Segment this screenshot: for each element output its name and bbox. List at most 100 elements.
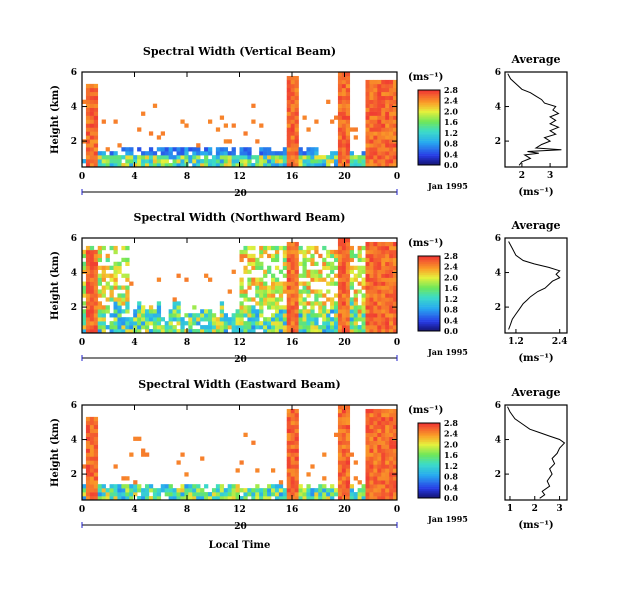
heatmap-cell (267, 163, 272, 168)
heatmap-cell (113, 265, 118, 270)
heatmap-cell (93, 452, 99, 457)
colorbar-tick-label: 2.8 (444, 418, 458, 428)
heatmap-cell (373, 241, 378, 247)
heatmap-cell (385, 87, 390, 93)
heatmap-cell (361, 265, 366, 270)
heatmap-cell (85, 492, 91, 497)
heatmap-cell (302, 305, 307, 310)
heatmap-cell (345, 313, 351, 318)
heatmap-cell (334, 301, 339, 306)
heatmap-cell (330, 119, 335, 124)
heatmap-cell (148, 163, 154, 168)
heatmap-cell (168, 325, 173, 330)
heatmap-cell (377, 257, 382, 263)
heatmap-cell (393, 103, 398, 108)
heatmap-cell (314, 261, 319, 267)
heatmap-cell (361, 281, 366, 286)
heatmap-cell (389, 257, 394, 263)
colorbar-swatch (418, 157, 440, 160)
heatmap-cell (357, 289, 362, 294)
heatmap-cell (385, 143, 390, 148)
heatmap-cell (314, 277, 319, 282)
heatmap-cell (239, 317, 244, 322)
heatmap-cell (377, 424, 382, 430)
heatmap-cell (93, 488, 99, 493)
heatmap-cell (341, 313, 347, 318)
heatmap-cell (381, 313, 386, 318)
heatmap-cell (113, 269, 118, 274)
heatmap-cell (196, 313, 201, 318)
heatmap-cell (129, 159, 134, 164)
heatmap-cell (243, 313, 248, 318)
heatmap-cell (274, 297, 280, 302)
heatmap-cell (117, 321, 122, 326)
heatmap-cell (235, 484, 240, 489)
heatmap-cell (141, 111, 146, 116)
heatmap-cell (89, 424, 95, 430)
heatmap-cell (345, 119, 351, 124)
colorbar-swatch (418, 492, 440, 495)
heatmap-cell (274, 484, 280, 489)
heatmap-cell (129, 488, 134, 493)
heatmap-cell (101, 492, 106, 497)
heatmap-cell (93, 416, 99, 422)
heatmap-cell (85, 155, 91, 160)
heatmap-cell (282, 249, 288, 255)
colorbar-swatch (418, 256, 440, 259)
heatmap-cell (211, 163, 217, 168)
heatmap-cell (306, 245, 311, 251)
heatmap-cell (393, 289, 398, 294)
heatmap-cell (227, 325, 232, 330)
heatmap-cell (341, 119, 347, 124)
heatmap-cell (290, 313, 295, 318)
heatmap-cell (219, 329, 225, 334)
heatmap-cell (109, 265, 114, 270)
heatmap-cell (341, 476, 347, 481)
colorbar-swatch (418, 321, 440, 324)
heatmap-cell (290, 131, 295, 136)
heatmap-cell (200, 456, 205, 461)
heatmap-cell (121, 285, 126, 290)
heatmap-cell (337, 241, 343, 247)
heatmap-cell (188, 325, 193, 330)
heatmap-cell (263, 249, 268, 255)
heatmap-cell (294, 253, 299, 259)
heatmap-cell (310, 325, 315, 330)
heatmap-cell (385, 436, 390, 441)
heatmap-cell (168, 329, 173, 334)
heatmap-cell (322, 155, 327, 160)
heatmap-cell (385, 285, 390, 290)
heatmap-cell (215, 484, 221, 489)
heatmap-cell (85, 472, 91, 477)
heatmap-cell (381, 472, 386, 477)
heatmap-cell (302, 261, 307, 267)
heatmap-cell (341, 448, 347, 453)
heatmap-cell (125, 257, 130, 263)
heatmap-cell (243, 488, 248, 493)
heatmap-cell (294, 87, 299, 93)
heatmap-cell (121, 309, 126, 314)
heatmap-cell (385, 111, 390, 116)
heatmap-cell (385, 241, 390, 247)
heatmap-cell (302, 159, 307, 164)
heatmap-cell (389, 123, 394, 128)
heatmap-cell (156, 309, 162, 314)
heatmap-cell (164, 147, 169, 152)
heatmap-cell (290, 91, 295, 97)
heatmap-cell (373, 119, 378, 124)
heatmap-cell (389, 313, 394, 318)
heatmap-cell (389, 245, 394, 251)
heatmap-cell (377, 432, 382, 437)
heatmap-cell (318, 273, 323, 278)
heatmap-cell (357, 265, 362, 270)
heatmap-cell (286, 452, 291, 457)
heatmap-cell (290, 147, 295, 152)
heatmap-cell (97, 273, 102, 278)
heatmap-cell (334, 253, 339, 259)
heatmap-cell (381, 249, 386, 255)
heatmap-cell (243, 321, 248, 326)
heatmap-cell (298, 488, 303, 493)
heatmap-cell (294, 159, 299, 164)
heatmap-cell (259, 253, 264, 259)
heatmap-cell (82, 464, 87, 469)
